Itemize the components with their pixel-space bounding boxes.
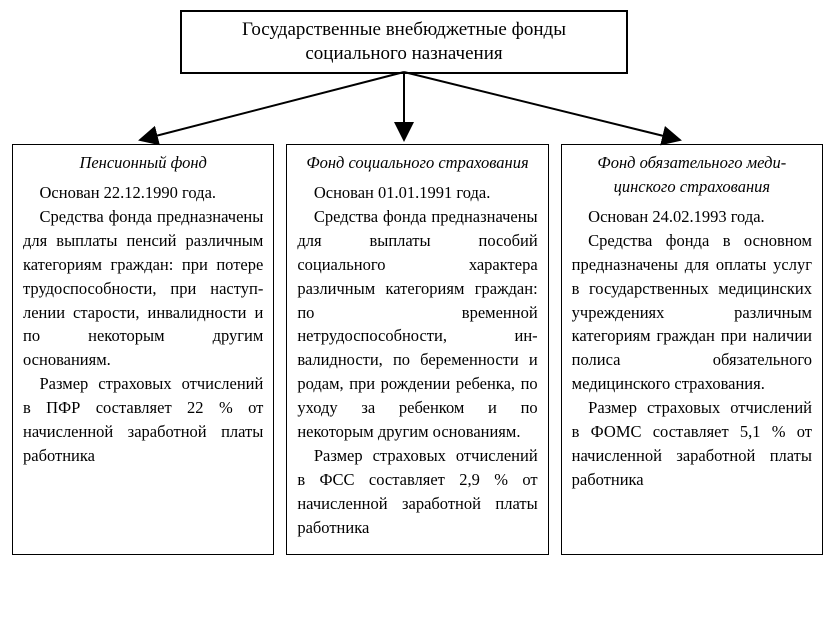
columns-container: Пенсионный фонд Основан 22.12.1990 года.…: [12, 144, 823, 555]
paragraph: Размер страховых отчис­лений в ФОМС сост…: [572, 396, 812, 492]
column-title: Фонд обязательного меди­цинского страхов…: [572, 151, 812, 199]
column-pension: Пенсионный фонд Основан 22.12.1990 года.…: [12, 144, 274, 555]
column-social-insurance: Фонд социального страхования Основан 01.…: [286, 144, 548, 555]
arrow-right: [404, 72, 680, 140]
paragraph: Размер страховых отчис­лений в ФСС соста…: [297, 444, 537, 540]
root-line2: социального назначения: [305, 43, 502, 64]
paragraph: Средства фонда предна­значены для выплат…: [297, 205, 537, 444]
root-line1: Государственные внебюджетные фонды: [242, 19, 566, 40]
paragraph: Основан 24.02.1993 года.: [572, 205, 812, 229]
arrow-left: [140, 72, 404, 140]
column-medical-insurance: Фонд обязательного меди­цинского страхов…: [561, 144, 823, 555]
paragraph: Основан 01.01.1991 года.: [297, 181, 537, 205]
column-title: Фонд социального страхования: [297, 151, 537, 175]
column-title: Пенсионный фонд: [23, 151, 263, 175]
paragraph: Средства фонда в основ­ном предназначены…: [572, 229, 812, 396]
paragraph: Средства фонда предна­значены для выплат…: [23, 205, 263, 372]
paragraph: Размер страховых отчис­лений в ПФР соста…: [23, 372, 263, 468]
paragraph: Основан 22.12.1990 года.: [23, 181, 263, 205]
root-node: Государственные внебюджетные фонды социа…: [180, 10, 628, 74]
